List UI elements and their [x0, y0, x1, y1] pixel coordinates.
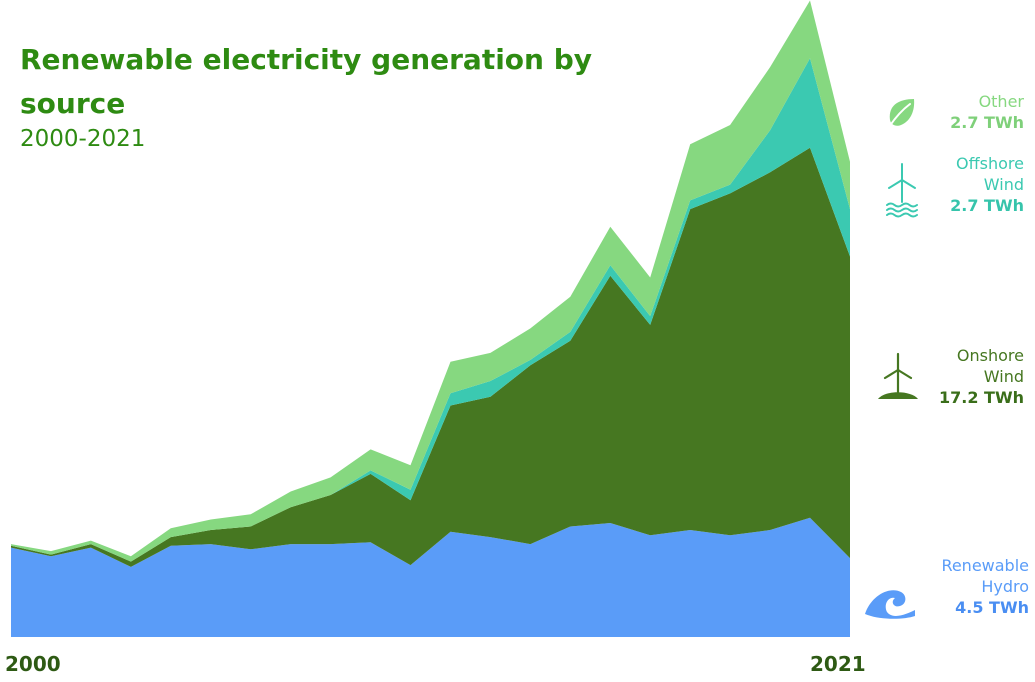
legend-item-offshore-wind: Offshore Wind 2.7 TWh [950, 153, 1024, 216]
offshore-wind-turbine-icon [884, 162, 920, 222]
x-axis-start-label: 2000 [5, 652, 61, 676]
legend-item-onshore-wind: Onshore Wind 17.2 TWh [939, 345, 1024, 408]
legend-item-other: Other 2.7 TWh [950, 91, 1024, 133]
legend-item-renewable-hydro: Renewable Hydro 4.5 TWh [941, 555, 1029, 618]
legend-label-other: Other [978, 92, 1024, 111]
legend-label-onshore-line1: Onshore [956, 346, 1024, 365]
legend-value-onshore-wind: 17.2 TWh [939, 388, 1024, 407]
legend-label-hydro-line1: Renewable [941, 556, 1029, 575]
chart-title: Renewable electricity generation by sour… [20, 43, 593, 120]
onshore-wind-turbine-icon [877, 352, 919, 406]
legend-value-other: 2.7 TWh [950, 113, 1024, 132]
x-axis-end-label: 2021 [810, 652, 866, 676]
wave-icon [863, 584, 917, 624]
area-renewable-hydro [11, 517, 850, 637]
legend-label-offshore-line1: Offshore [956, 154, 1024, 173]
legend-label-onshore-line2: Wind [983, 367, 1024, 386]
area-onshore-wind [11, 147, 850, 567]
legend-label-offshore-line2: Wind [983, 175, 1024, 194]
leaf-icon [884, 96, 918, 134]
chart-subtitle: 2000-2021 [20, 126, 146, 152]
legend-value-renewable-hydro: 4.5 TWh [955, 598, 1029, 617]
legend-label-hydro-line2: Hydro [981, 577, 1029, 596]
legend-value-offshore-wind: 2.7 TWh [950, 196, 1024, 215]
